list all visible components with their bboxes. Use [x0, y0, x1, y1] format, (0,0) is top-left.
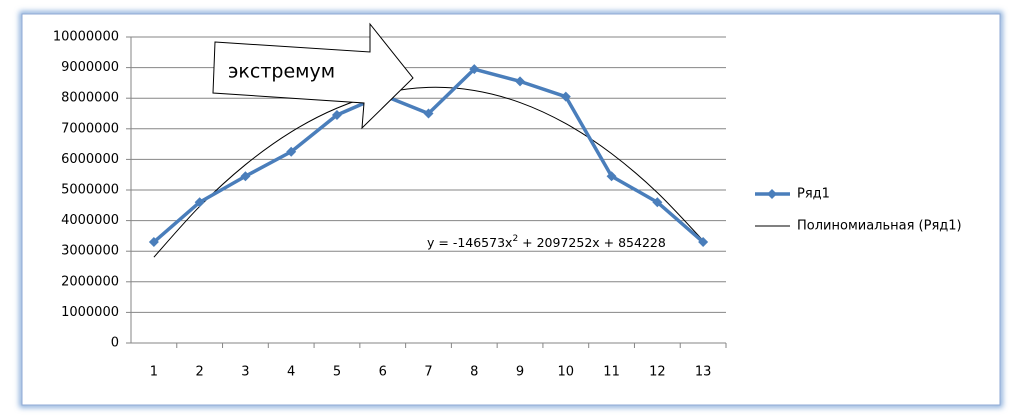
y-tick-label: 5000000: [61, 183, 119, 198]
data-point: [423, 108, 434, 119]
chart-frame: [21, 13, 1001, 406]
y-tick-label: 7000000: [61, 121, 119, 136]
x-tick-label: 5: [333, 365, 341, 380]
x-tick-label: 11: [603, 365, 620, 380]
x-tick-label: 1: [150, 365, 158, 380]
data-point: [286, 146, 297, 157]
data-point: [698, 237, 709, 248]
x-tick-label: 3: [241, 365, 249, 380]
callout-arrow: [212, 22, 414, 130]
x-tick-label: 13: [695, 365, 712, 380]
y-tick-label: 2000000: [61, 274, 119, 289]
equation-exponent: 2: [512, 234, 518, 244]
data-point: [194, 197, 205, 208]
data-point: [331, 110, 342, 121]
y-tick-label: 10000000: [53, 30, 119, 45]
x-tick-label: 2: [196, 365, 204, 380]
data-point: [652, 197, 663, 208]
y-tick-label: 6000000: [61, 152, 119, 167]
x-tick-label: 7: [424, 365, 432, 380]
data-point: [469, 64, 480, 75]
y-tick-label: 1000000: [61, 305, 119, 320]
x-tick-label: 6: [379, 365, 387, 380]
x-tick-label: 10: [558, 365, 575, 380]
x-tick-label: 9: [516, 365, 524, 380]
y-tick-label: 3000000: [61, 244, 119, 259]
equation-part: + 2097252x + 854228: [518, 235, 666, 250]
data-point: [606, 171, 617, 182]
data-point: [240, 171, 251, 182]
legend-marker: [767, 189, 777, 199]
callout-text: экстремум: [228, 61, 335, 83]
data-point: [515, 76, 526, 87]
plot-area: 0 1000000 2000000 3000000 4000000 5000000 6000…: [53, 30, 962, 380]
legend-label: Ряд1: [797, 187, 830, 202]
y-tick-label: 4000000: [61, 213, 119, 228]
y-tick-label: 8000000: [61, 91, 119, 106]
y-tick-label: 0: [111, 336, 119, 351]
legend-label: Полиномиальная (Ряд1): [797, 219, 962, 234]
x-tick-label: 8: [470, 365, 478, 380]
y-tick-label: 9000000: [61, 60, 119, 75]
data-point: [560, 91, 571, 102]
x-tick-label: 12: [649, 365, 666, 380]
equation-part: y = -146573x: [427, 235, 512, 250]
x-tick-label: 4: [287, 365, 295, 380]
trend-equation: y = -146573x2 + 2097252x + 854228: [427, 234, 666, 250]
data-point: [148, 237, 159, 248]
trendline: [153, 86, 704, 258]
